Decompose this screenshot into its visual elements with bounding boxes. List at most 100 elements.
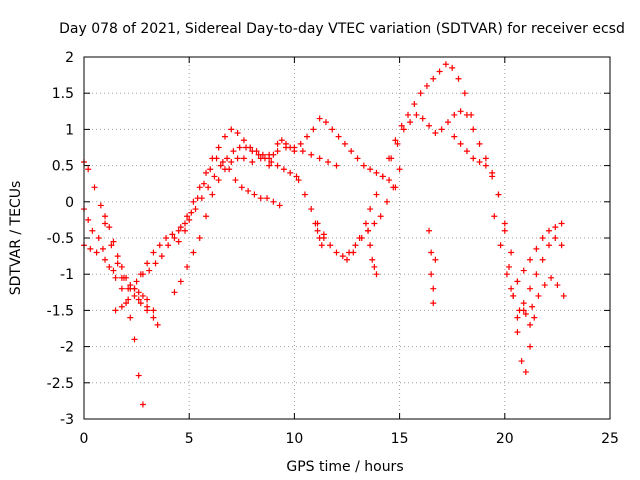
y-tick-label: 1.5 [52, 86, 74, 102]
data-point [125, 296, 132, 303]
data-point [362, 220, 369, 227]
data-point [482, 155, 489, 162]
data-point [221, 166, 228, 173]
data-point [541, 282, 548, 289]
data-point [137, 300, 144, 307]
data-point [539, 256, 546, 263]
data-point [93, 249, 100, 256]
data-point [224, 155, 231, 162]
data-point [205, 184, 212, 191]
data-point [127, 314, 134, 321]
data-point [365, 227, 372, 234]
data-point [310, 126, 317, 133]
data-point [278, 137, 285, 144]
data-point [181, 220, 188, 227]
data-point [110, 267, 117, 274]
data-point [211, 173, 218, 180]
data-point [371, 263, 378, 270]
data-point [522, 368, 529, 375]
data-point [270, 198, 277, 205]
data-point [320, 235, 327, 241]
data-point [322, 119, 329, 126]
series-sat-g [171, 144, 340, 296]
data-point [371, 220, 378, 227]
data-point [287, 169, 294, 176]
data-point [110, 238, 117, 245]
y-tick-label: -3 [60, 412, 74, 428]
y-tick-label: -1.5 [47, 303, 74, 319]
data-point [360, 162, 367, 169]
data-point [118, 263, 125, 270]
data-point [476, 140, 483, 147]
data-point [318, 242, 325, 249]
data-point [184, 213, 191, 220]
data-point [95, 235, 102, 241]
data-point [348, 148, 355, 155]
data-point [158, 253, 165, 260]
data-point [133, 278, 140, 285]
data-point [457, 108, 464, 115]
data-point [333, 162, 340, 169]
data-point [432, 130, 439, 137]
y-tick-labels: -3 -2.5 -2 -1.5 -1 -0.5 0 0.5 1 1.5 2 [47, 50, 74, 428]
data-point [301, 191, 308, 198]
data-point [97, 202, 104, 209]
y-tick-label: -2 [60, 340, 74, 356]
data-point [520, 267, 527, 274]
data-point [444, 119, 451, 126]
data-point [308, 151, 315, 158]
data-point [516, 307, 523, 314]
data-point [240, 155, 247, 162]
data-point [144, 303, 151, 310]
data-point [264, 195, 271, 202]
data-point [135, 372, 142, 379]
data-point [508, 249, 515, 256]
data-point [312, 220, 319, 227]
data-point [495, 191, 502, 198]
data-point [522, 311, 529, 318]
data-point [188, 209, 195, 216]
series-sat-q [491, 213, 567, 318]
data-point [529, 303, 536, 310]
data-point [531, 314, 538, 321]
y-tick-label: 2 [65, 50, 74, 66]
data-point [436, 68, 443, 75]
data-point [144, 296, 151, 303]
data-point [123, 274, 130, 281]
series-sat-e [112, 155, 283, 314]
data-point [234, 155, 241, 162]
data-point [539, 235, 546, 241]
data-point [560, 292, 567, 299]
data-point [177, 278, 184, 285]
data-point [461, 90, 468, 97]
data-point [87, 245, 94, 252]
data-point [491, 213, 498, 220]
series-sat-o [426, 227, 439, 307]
data-point [156, 242, 163, 249]
data-point [442, 61, 449, 68]
chart-title: Day 078 of 2021, Sidereal Day-to-day VTE… [59, 21, 625, 37]
data-point [438, 126, 445, 133]
data-point [350, 249, 357, 256]
data-point [99, 245, 106, 252]
series-sat-j [295, 166, 403, 260]
plot-frame [83, 56, 611, 420]
data-point [373, 169, 380, 176]
series-sat-h [175, 144, 300, 245]
data-point [501, 227, 508, 234]
data-point [449, 64, 456, 71]
data-point [118, 285, 125, 292]
grid-lines [84, 57, 610, 419]
data-point [114, 253, 121, 260]
data-point [274, 140, 281, 147]
data-point [463, 148, 470, 155]
data-point [177, 224, 184, 231]
data-point [377, 213, 384, 220]
data-point [398, 122, 405, 129]
data-point [215, 144, 222, 151]
data-point [428, 271, 435, 278]
data-point [432, 256, 439, 263]
data-point [85, 216, 92, 223]
data-point [106, 224, 113, 231]
data-point [169, 231, 176, 238]
